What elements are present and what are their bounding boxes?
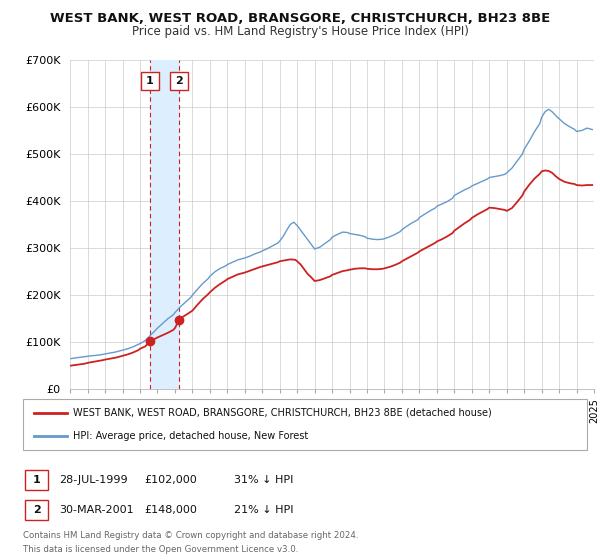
Text: 2: 2 [33,505,40,515]
Text: 1: 1 [146,76,154,86]
Text: 1: 1 [33,475,40,485]
Bar [150,60,179,389]
Text: 21% ↓ HPI: 21% ↓ HPI [234,505,293,515]
Text: Price paid vs. HM Land Registry's House Price Index (HPI): Price paid vs. HM Land Registry's House … [131,25,469,38]
Text: This data is licensed under the Open Government Licence v3.0.: This data is licensed under the Open Gov… [23,545,298,554]
Text: £148,000: £148,000 [144,505,197,515]
Text: 2: 2 [175,76,183,86]
Text: WEST BANK, WEST ROAD, BRANSGORE, CHRISTCHURCH, BH23 8BE (detached house): WEST BANK, WEST ROAD, BRANSGORE, CHRISTC… [73,408,491,418]
Text: 31% ↓ HPI: 31% ↓ HPI [234,475,293,485]
Text: HPI: Average price, detached house, New Forest: HPI: Average price, detached house, New … [73,431,308,441]
Text: £102,000: £102,000 [144,475,197,485]
Text: WEST BANK, WEST ROAD, BRANSGORE, CHRISTCHURCH, BH23 8BE: WEST BANK, WEST ROAD, BRANSGORE, CHRISTC… [50,12,550,25]
Text: 30-MAR-2001: 30-MAR-2001 [59,505,133,515]
Text: Contains HM Land Registry data © Crown copyright and database right 2024.: Contains HM Land Registry data © Crown c… [23,530,358,539]
Text: 28-JUL-1999: 28-JUL-1999 [59,475,127,485]
